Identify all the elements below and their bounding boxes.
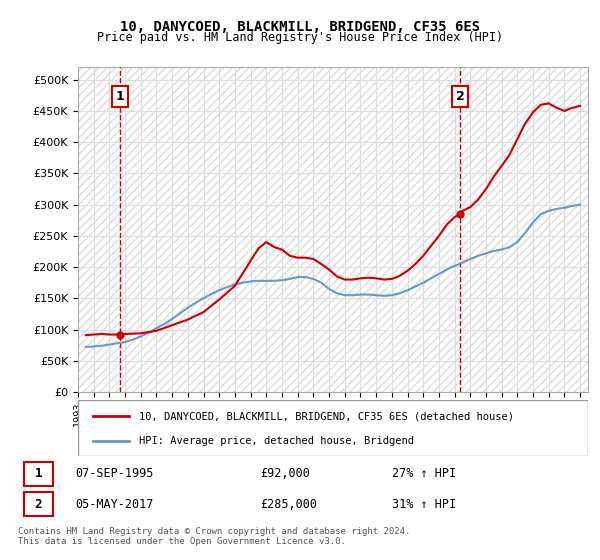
Text: 05-MAY-2017: 05-MAY-2017 [76, 498, 154, 511]
Text: £285,000: £285,000 [260, 498, 317, 511]
Text: Price paid vs. HM Land Registry's House Price Index (HPI): Price paid vs. HM Land Registry's House … [97, 31, 503, 44]
Text: £92,000: £92,000 [260, 468, 310, 480]
Text: 2: 2 [34, 498, 42, 511]
Text: 1: 1 [34, 468, 42, 480]
Text: Contains HM Land Registry data © Crown copyright and database right 2024.
This d: Contains HM Land Registry data © Crown c… [18, 526, 410, 546]
Text: 27% ↑ HPI: 27% ↑ HPI [392, 468, 457, 480]
Text: 07-SEP-1995: 07-SEP-1995 [76, 468, 154, 480]
Text: 1: 1 [116, 90, 125, 103]
Text: 31% ↑ HPI: 31% ↑ HPI [392, 498, 457, 511]
FancyBboxPatch shape [24, 462, 53, 486]
Text: 10, DANYCOED, BLACKMILL, BRIDGEND, CF35 6ES: 10, DANYCOED, BLACKMILL, BRIDGEND, CF35 … [120, 20, 480, 34]
FancyBboxPatch shape [78, 400, 588, 456]
Text: 10, DANYCOED, BLACKMILL, BRIDGEND, CF35 6ES (detached house): 10, DANYCOED, BLACKMILL, BRIDGEND, CF35 … [139, 411, 514, 421]
Text: HPI: Average price, detached house, Bridgend: HPI: Average price, detached house, Brid… [139, 436, 414, 446]
FancyBboxPatch shape [24, 492, 53, 516]
Text: 2: 2 [456, 90, 464, 103]
